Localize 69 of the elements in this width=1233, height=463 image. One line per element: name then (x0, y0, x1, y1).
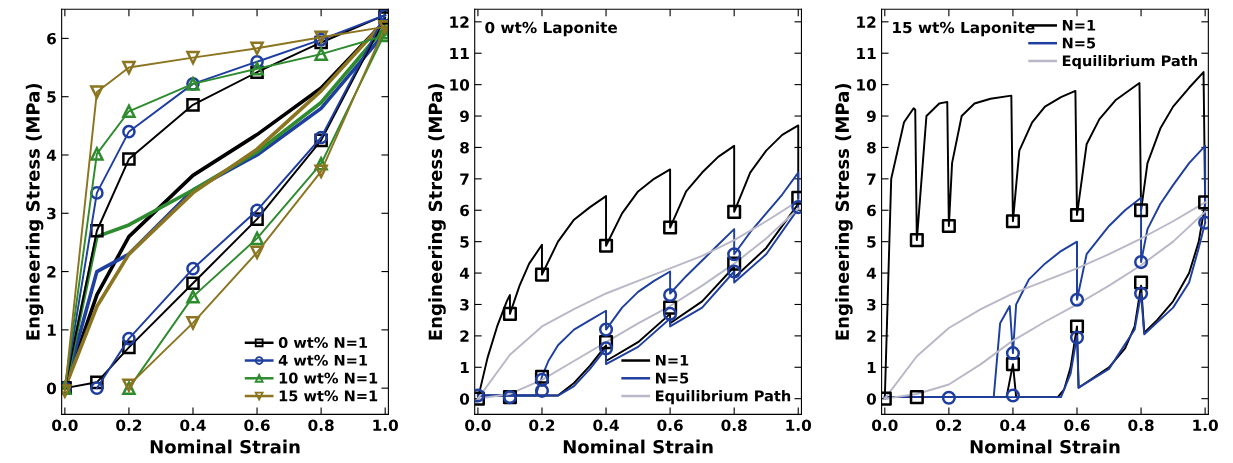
y-tick-label: 6 (47, 32, 56, 45)
x-axis-title: Nominal Strain (150, 439, 300, 454)
y-tick-label: 11 (450, 47, 469, 60)
y-tick-label: 7 (460, 173, 469, 185)
y-tick-label: 8 (867, 141, 876, 154)
y-tick-label: 3 (460, 298, 469, 311)
legend-label: 10 wt% N=1 (279, 372, 378, 384)
legend-label: 4 wt% N=1 (278, 354, 368, 366)
x-tick-label: 0.2 (936, 419, 962, 432)
x-tick-label: 0.6 (244, 419, 270, 432)
y-tick-label: 6 (460, 204, 470, 217)
x-tick-label: 0.6 (1064, 419, 1090, 432)
y-tick-label: 6 (867, 204, 876, 217)
x-tick-label: 0.0 (872, 419, 898, 432)
annotation: 0 wt% Laponite (485, 21, 618, 37)
y-tick-label: 7 (867, 173, 876, 185)
legend-label: 0 wt% N=1 (278, 337, 368, 349)
y-tick-label: 8 (460, 141, 469, 154)
y-tick-label: 3 (47, 207, 56, 220)
x-axis-title: Nominal Strain (970, 439, 1120, 454)
y-tick-label: 2 (460, 330, 469, 342)
x-tick-label: 0.0 (465, 419, 491, 432)
x-tick-label: 1.0 (786, 419, 812, 432)
y-tick-label: 11 (857, 47, 876, 60)
legend-label: 15 wt% N=1 (279, 390, 378, 402)
x-tick-label: 0.0 (52, 419, 78, 432)
legend-label: Equilibrium Path (656, 390, 791, 405)
y-tick-label: 4 (459, 267, 470, 279)
x-tick-label: 0.4 (180, 419, 206, 432)
y-tick-label: 2 (47, 266, 56, 278)
y-tick-label: 0 (459, 393, 470, 405)
y-tick-label: 2 (867, 330, 876, 342)
x-tick-label: 1.0 (373, 419, 398, 432)
y-tick-label: 1 (867, 361, 876, 374)
legend-label: N=5 (1062, 37, 1096, 49)
x-tick-label: 1.0 (1193, 419, 1218, 432)
y-tick-label: 0 (46, 382, 57, 395)
x-tick-label: 0.4 (593, 419, 619, 432)
y-tick-label: 1 (47, 324, 56, 336)
x-tick-label: 0.2 (529, 419, 555, 432)
y-tick-label: 4 (866, 267, 877, 279)
y-tick-label: 9 (866, 110, 876, 123)
y-tick-label: 5 (867, 236, 876, 248)
x-tick-label: 0.2 (116, 419, 142, 432)
legend-label: N=1 (656, 354, 689, 366)
y-tick-label: 4 (46, 149, 57, 161)
y-axis-title: Engineering Stress (MPa) (835, 83, 853, 340)
y-tick-label: 10 (857, 79, 876, 91)
x-tick-label: 0.6 (657, 419, 683, 432)
x-tick-label: 0.4 (1000, 419, 1026, 432)
x-tick-label: 0.8 (1128, 419, 1154, 432)
y-tick-label: 10 (450, 79, 470, 91)
legend-label: N=5 (656, 372, 689, 384)
legend-label: N=1 (1062, 19, 1096, 31)
x-axis-title: Nominal Strain (563, 439, 713, 454)
y-tick-label: 9 (460, 110, 469, 123)
y-tick-label: 12 (857, 16, 876, 28)
y-axis-title: Engineering Stress (MPa) (25, 83, 44, 340)
y-tick-label: 12 (450, 16, 469, 28)
y-tick-label: 5 (47, 91, 56, 103)
x-tick-label: 0.8 (721, 419, 747, 432)
y-axis-title: Engineering Stress (MPa) (428, 83, 446, 340)
x-tick-label: 0.8 (308, 419, 334, 432)
y-tick-label: 5 (460, 236, 469, 248)
annotation: 15 wt% Laponite (893, 21, 1035, 37)
y-tick-label: 1 (460, 361, 469, 374)
y-tick-label: 0 (866, 393, 876, 405)
y-tick-label: 3 (867, 298, 876, 311)
legend-label: Equilibrium Path (1062, 54, 1197, 70)
